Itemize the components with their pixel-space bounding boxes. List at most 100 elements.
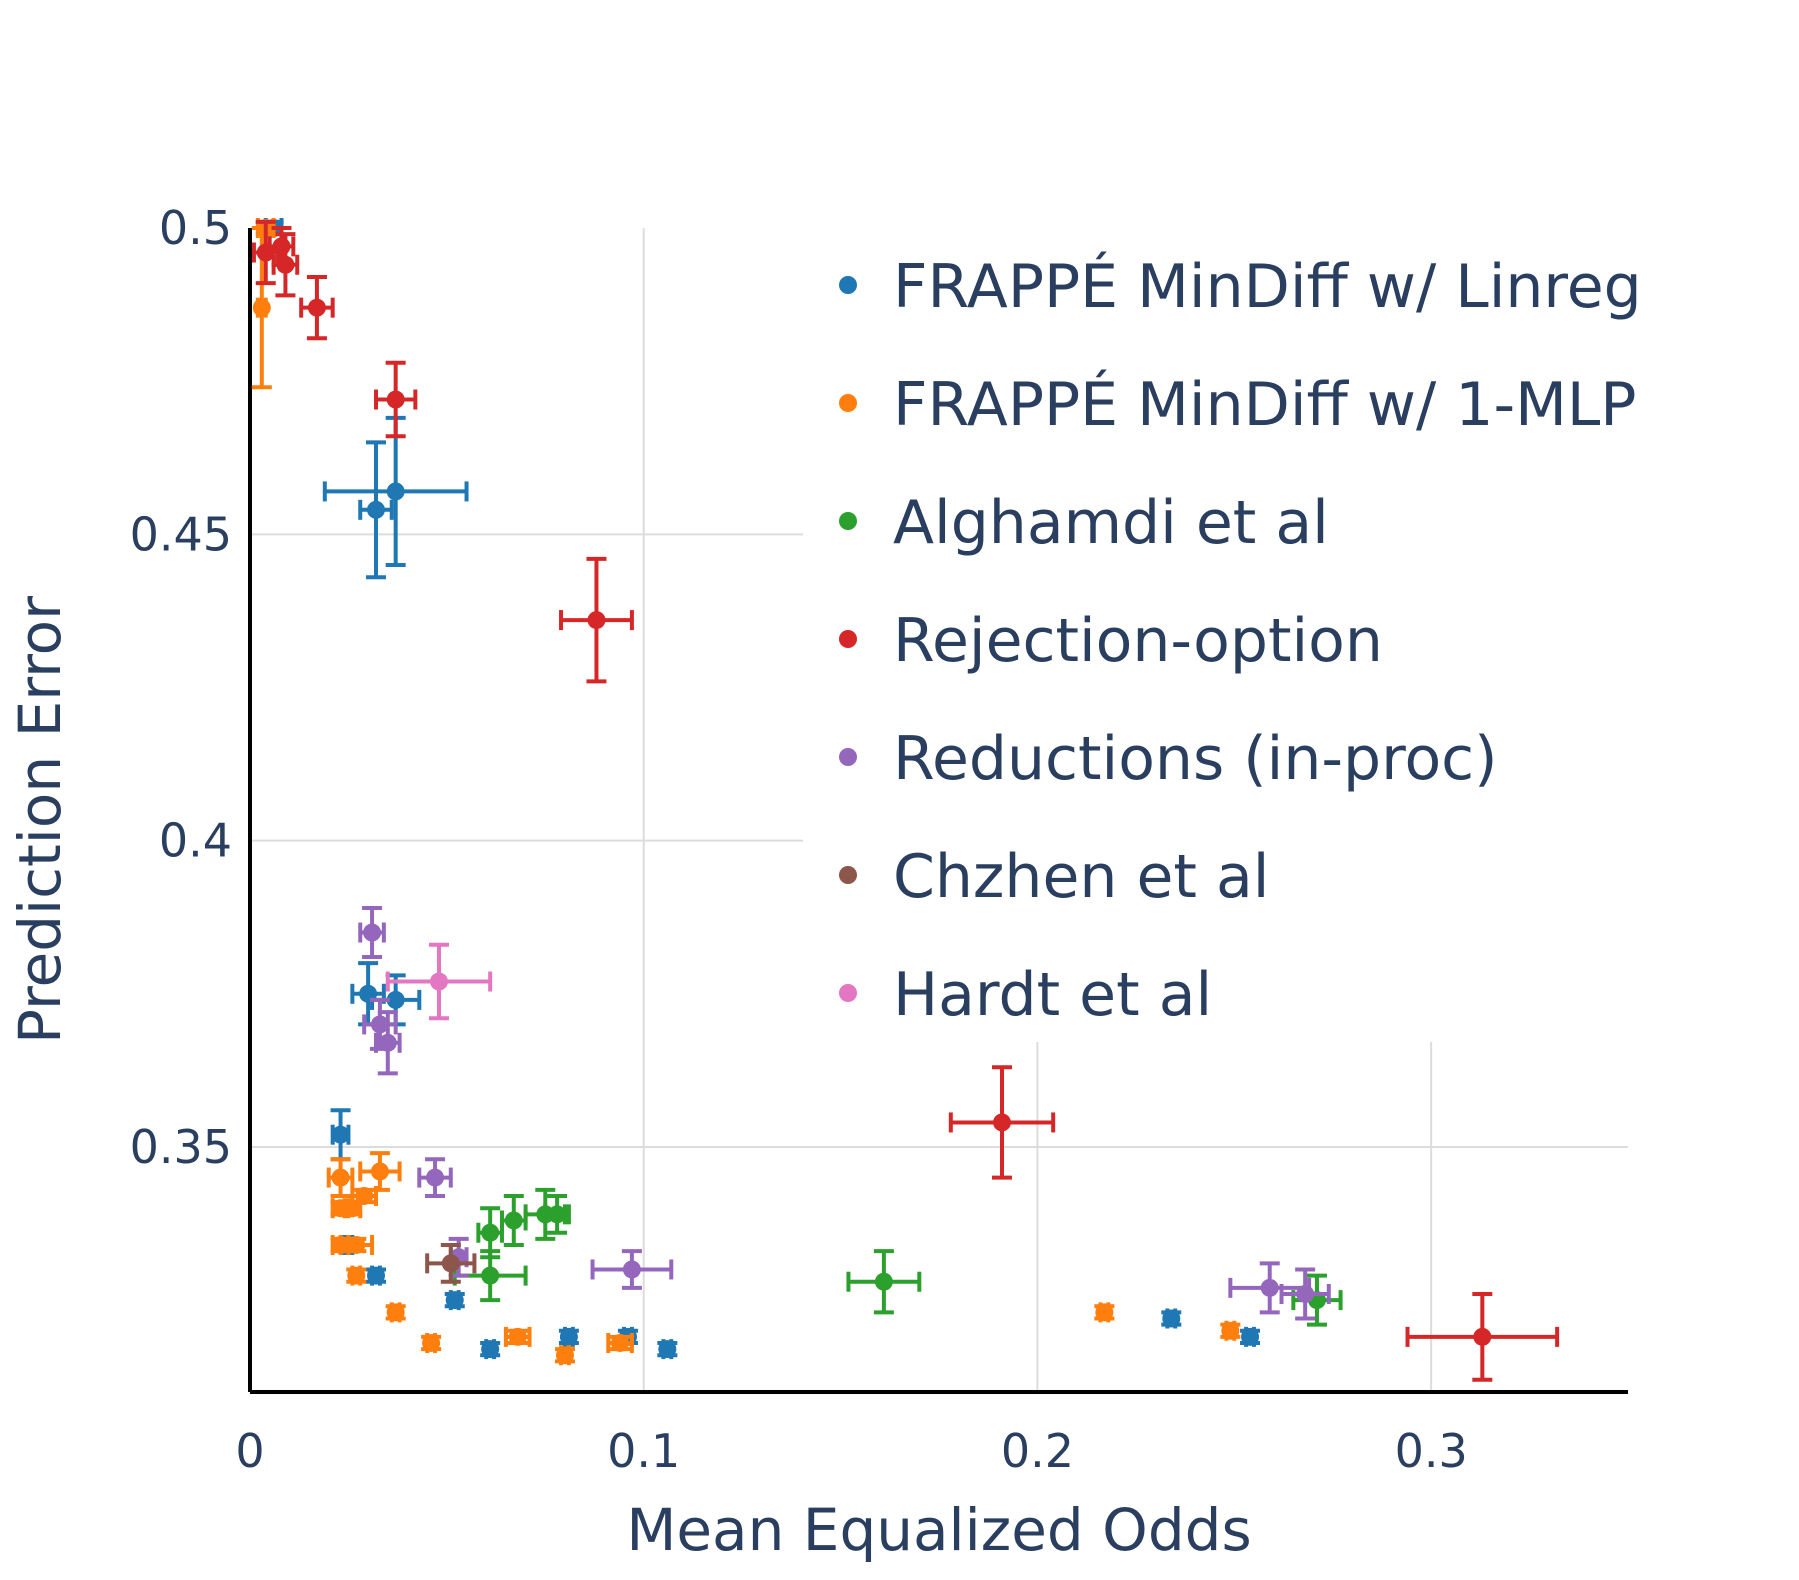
data-marker [1221, 1321, 1240, 1340]
data-point [554, 1345, 575, 1366]
data-marker [1473, 1327, 1492, 1346]
data-marker [272, 237, 291, 256]
data-marker [555, 1346, 574, 1365]
data-point [559, 556, 634, 684]
data-point [1405, 1291, 1560, 1382]
data-point [373, 1010, 402, 1076]
data-marker [370, 1162, 389, 1181]
data-point [346, 1265, 367, 1286]
data-marker [363, 923, 382, 942]
data-marker [276, 255, 295, 274]
data-marker [481, 1340, 500, 1359]
data-marker [331, 1168, 350, 1187]
legend-label: Hardt et al [893, 960, 1212, 1030]
data-point [480, 1339, 501, 1360]
data-marker [386, 482, 405, 501]
data-marker [331, 1125, 350, 1144]
data-point [358, 1151, 402, 1192]
data-marker [386, 990, 405, 1009]
data-marker [1095, 1303, 1114, 1322]
axes [248, 228, 1628, 1394]
data-marker [559, 1327, 578, 1346]
data-point [322, 415, 469, 567]
data-point [1094, 1302, 1115, 1323]
data-marker [445, 1291, 464, 1310]
data-marker [548, 1205, 567, 1224]
y-tick-labels: 0.35 0.4 0.45 0.5 [130, 201, 232, 1174]
data-marker [658, 1340, 677, 1359]
x-tick-label: 0 [235, 1424, 264, 1478]
y-tick-label: 0.4 [159, 814, 232, 868]
legend-marker [839, 394, 857, 412]
data-point [358, 440, 394, 580]
data-point [373, 360, 418, 439]
legend-marker [839, 984, 857, 1002]
data-marker [378, 1033, 397, 1052]
legend-label: FRAPPÉ MinDiff w/ Linreg [893, 250, 1642, 322]
data-point [1228, 1261, 1312, 1315]
data-point [350, 1185, 378, 1206]
legend: FRAPPÉ MinDiff w/ Linreg FRAPPÉ MinDiff w… [803, 222, 1793, 1042]
data-marker [386, 390, 405, 409]
data-marker [366, 500, 385, 519]
legend-marker [839, 276, 857, 294]
data-marker [622, 1260, 641, 1279]
data-point [385, 942, 493, 1021]
x-tick-label: 0.3 [1395, 1424, 1468, 1478]
data-marker [429, 972, 448, 991]
data-point [417, 1157, 453, 1198]
data-point [421, 1332, 442, 1353]
y-tick-label: 0.45 [130, 507, 232, 561]
data-marker [347, 1266, 366, 1285]
data-marker [481, 1266, 500, 1285]
legend-label: Alghamdi et al [893, 488, 1329, 558]
data-marker [1296, 1284, 1315, 1303]
data-point [503, 1326, 532, 1347]
legend-label: Chzhen et al [893, 842, 1269, 912]
data-marker [1162, 1309, 1181, 1328]
x-tick-label: 0.1 [607, 1424, 680, 1478]
data-marker [481, 1223, 500, 1242]
data-marker [504, 1211, 523, 1230]
data-point [1161, 1308, 1182, 1329]
y-tick-label: 0.5 [159, 201, 232, 255]
data-marker [1241, 1327, 1260, 1346]
x-tick-labels: 0 0.1 0.2 0.3 [235, 1424, 1467, 1478]
data-point [476, 1206, 504, 1260]
data-point [606, 1332, 634, 1353]
data-marker [307, 298, 326, 317]
data-point [365, 1265, 386, 1286]
data-marker [611, 1333, 630, 1352]
data-point [444, 1290, 465, 1311]
data-point [425, 1242, 477, 1284]
data-marker [386, 1303, 405, 1322]
data-point [271, 232, 300, 298]
data-marker [252, 298, 271, 317]
data-point [657, 1339, 678, 1360]
data-point [385, 1302, 406, 1323]
y-axis-title: Prediction Error [6, 596, 74, 1044]
data-point [590, 1249, 674, 1290]
data-point [299, 275, 335, 341]
data-marker [874, 1272, 893, 1291]
x-tick-label: 0.2 [1001, 1424, 1074, 1478]
data-marker [441, 1254, 460, 1273]
data-point [1279, 1267, 1331, 1321]
data-marker [347, 1235, 366, 1254]
data-point [1240, 1326, 1261, 1347]
legend-label: Reductions (in-proc) [893, 724, 1498, 794]
legend-marker [839, 630, 857, 648]
legend-label: Rejection-option [893, 606, 1383, 676]
data-marker [426, 1168, 445, 1187]
data-point [326, 1157, 355, 1198]
data-point [330, 1108, 351, 1162]
data-point [558, 1326, 579, 1347]
data-points [251, 218, 1560, 1382]
data-marker [355, 1186, 374, 1205]
data-point [543, 1193, 571, 1235]
data-marker [1260, 1278, 1279, 1297]
data-point [358, 906, 386, 960]
data-point [948, 1065, 1056, 1180]
